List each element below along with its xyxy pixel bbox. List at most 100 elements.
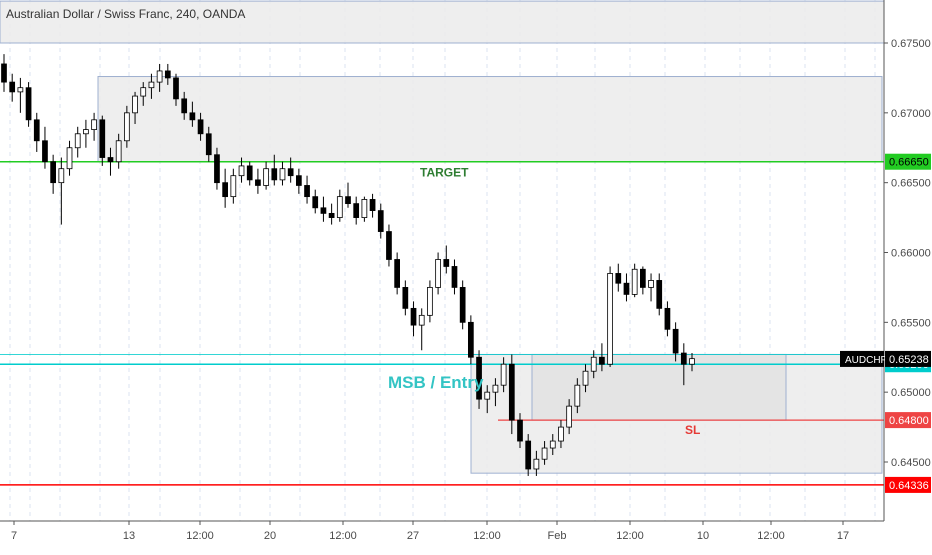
price-tick-label: 0.65000 [891,387,931,399]
candle [83,119,89,148]
candle [566,399,573,435]
candle [353,196,360,225]
candle [74,126,81,158]
candle-body-bull [648,280,654,288]
candle [615,263,622,292]
candle-body-bull [607,273,613,365]
candle [91,112,97,141]
candle-body-bear [287,168,294,177]
candle-body-bear [656,280,663,309]
candle [263,161,269,190]
price-tag-label: 0.64800 [889,415,929,427]
candle-body-bear [410,307,417,326]
candle-body-bull [631,268,638,295]
candle-body-bull [17,87,24,93]
candle-body-bull [279,168,286,181]
candle [664,301,671,337]
last-price-tag-label: 0.65238 [889,354,929,366]
candle [255,168,261,194]
annotation-label: SL [685,423,700,437]
candle-body-bear [467,321,474,358]
candle [1,54,7,92]
candle-body-bear [443,259,450,267]
time-axis[interactable] [0,521,932,550]
candle-body-bull [132,95,138,114]
candle [295,168,302,194]
candle [443,245,450,274]
time-tick-label: 17 [837,530,849,542]
candle [345,182,351,208]
candle-body-bear [205,133,212,156]
candle [525,434,532,476]
price-tick-label: 0.65500 [891,317,931,329]
price-tag-label: 0.64336 [889,480,929,492]
candle [631,263,638,298]
candle [99,115,106,166]
time-tick-label: 12:00 [329,530,357,542]
candle [181,91,188,120]
symbol-tag-label: AUDCHF [845,355,887,366]
chart-title: Australian Dollar / Swiss Franc, 240, OA… [6,7,245,21]
candle-body-bull [66,147,73,170]
candle-body-bear [295,175,302,186]
candle-body-bull [533,458,540,470]
candle [328,203,335,225]
candle-body-bull [590,356,597,372]
price-tick-label: 0.64500 [891,457,931,469]
candle-body-bear [9,81,16,93]
candle [402,280,409,316]
price-tag-bg [885,153,931,170]
price-tag: 0.66650 [885,153,931,170]
price-tag-bg [885,476,931,493]
candle [607,266,613,368]
candle [50,154,57,194]
candle [132,91,138,125]
candle [205,126,212,162]
price-tag-label: 0.66650 [889,157,929,169]
time-tick-label: 12:00 [186,530,214,542]
price-axis[interactable] [884,0,932,550]
annotation-label: TARGET [420,166,469,180]
candle [271,154,278,186]
time-tick-label: 10 [697,530,709,542]
price-tick-label: 0.67000 [891,108,931,120]
candle-body-bull [148,81,155,89]
candle-body-bear [328,212,335,218]
candle [451,259,458,295]
candle-body-bull [238,165,245,177]
candle [66,140,73,176]
candle [435,252,441,295]
candle [623,273,630,302]
candle [115,133,122,169]
candle [680,343,687,386]
candle [459,280,466,330]
candle [189,101,196,127]
candle-body-bear [680,352,687,365]
price-tick-label: 0.66500 [891,178,931,190]
candle [492,378,499,407]
candle [214,147,220,190]
candle-body-bear [107,157,114,163]
candle [164,63,171,85]
candle-body-bull [336,196,343,218]
candle-body-bear [25,87,32,121]
candle-body-bear [623,282,630,295]
candle-body-bull [427,287,433,316]
symbol-tag: AUDCHF [840,350,887,367]
candle-body-bear [599,356,605,365]
candle-body-bear [353,203,360,218]
price-tag-bg [885,412,931,429]
candle [549,434,556,456]
candle [197,112,204,141]
candle [287,157,294,183]
candle [377,203,384,239]
candle-body-bull [156,70,163,83]
candle [238,157,245,183]
candle-body-bull [549,440,556,449]
candle-body-bear [189,112,196,121]
candle-body-bear [615,273,622,284]
upper-supply-zone [0,0,885,44]
candle-body-bull [83,129,89,135]
